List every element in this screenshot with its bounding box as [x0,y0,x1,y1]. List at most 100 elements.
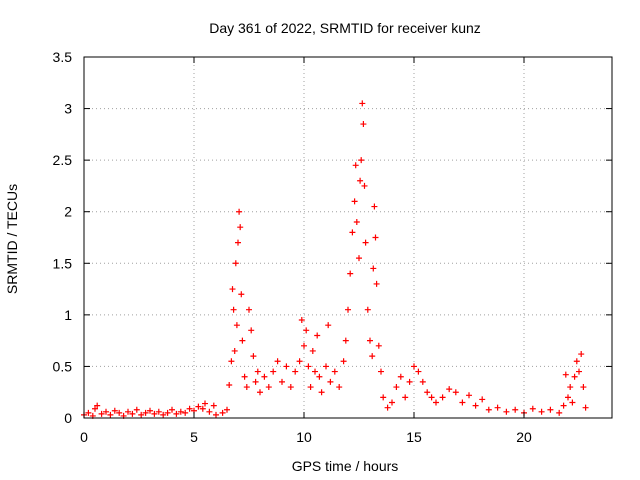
data-point [576,368,582,375]
data-point [129,410,136,417]
data-point [246,306,252,313]
x-tick-label: 0 [80,429,88,445]
data-point [340,358,347,365]
data-point [353,219,360,226]
data-point [419,378,426,385]
data-point [231,347,238,354]
data-point [309,347,316,354]
data-point [342,337,349,344]
data-point [228,358,235,365]
data-point [230,306,237,313]
data-point [411,363,417,370]
data-point [314,332,321,339]
data-point [235,239,241,246]
data-point [384,404,391,411]
data-point [186,405,193,412]
data-point [397,373,404,380]
data-point [213,411,219,418]
data-point [210,402,217,409]
data-point [359,100,366,107]
data-point [360,121,367,128]
data-point [85,409,92,416]
data-point [325,322,332,329]
y-tick-label: 1 [64,307,72,323]
data-point [580,384,587,391]
data-point [107,411,114,418]
data-point [452,389,459,396]
data-point [303,327,310,334]
data-point [327,378,334,385]
data-point [479,396,486,403]
data-point [111,407,118,414]
data-point [103,408,109,415]
data-point [323,363,329,370]
data-point [380,394,387,401]
x-tick-label: 20 [516,429,532,445]
data-point [393,384,400,391]
data-point [356,255,362,262]
data-point [257,389,263,396]
data-point [195,403,202,410]
data-point [433,399,439,406]
data-point [512,406,519,413]
data-point [316,373,323,380]
y-axis-label: SRMTID / TECUs [4,184,20,294]
data-point [347,270,354,277]
y-tick-label: 2.5 [53,152,73,168]
y-tick-label: 2 [64,204,72,220]
y-tick-label: 0 [64,410,72,426]
data-point [125,408,131,415]
data-point [229,286,236,293]
data-point [358,157,365,164]
data-points [81,100,589,419]
data-point [389,399,395,406]
plot-frame [83,56,613,419]
data-point [250,353,257,360]
data-point [562,371,569,378]
data-point [428,394,435,401]
data-point [424,389,431,396]
data-point [402,394,409,401]
data-point [364,306,371,313]
data-point [565,394,571,401]
data-point [202,400,208,407]
data-point [151,410,158,417]
data-point [373,280,380,287]
y-tick-label: 0.5 [53,358,73,374]
data-point [283,363,290,370]
data-point [538,408,545,415]
data-point [248,327,255,334]
data-point [378,368,384,375]
data-point [331,368,338,375]
data-point [116,409,123,416]
data-point [369,353,376,360]
data-point [472,402,479,409]
grid [84,57,612,418]
data-point [92,405,98,412]
data-point [142,409,149,416]
x-axis-label: GPS time / hours [292,458,399,474]
data-point [296,358,303,365]
data-point [567,384,574,391]
chart-title: Day 361 of 2022, SRMTID for receiver kun… [209,20,481,36]
data-point [529,405,536,412]
data-point [147,407,153,414]
data-point [236,208,243,215]
data-point [494,404,501,411]
data-point [287,384,294,391]
data-point [237,224,244,231]
data-point [582,404,589,411]
data-point [164,409,171,416]
data-point [375,342,382,349]
data-point [367,337,373,344]
data-point [357,177,364,184]
data-point [254,368,261,375]
data-point [446,386,453,393]
data-point [219,409,226,416]
data-point [466,392,472,399]
x-tick-label: 10 [296,429,312,445]
data-point [439,394,446,401]
data-point [345,306,351,313]
y-tick-label: 3.5 [53,49,73,65]
